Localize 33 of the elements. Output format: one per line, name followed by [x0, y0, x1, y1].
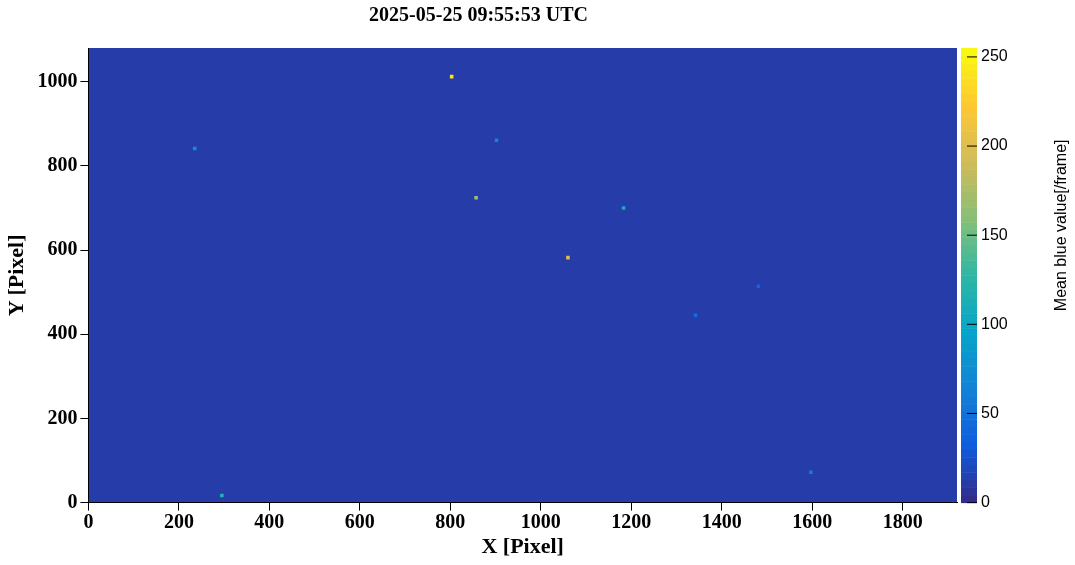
- y-tick-label: 600: [47, 237, 78, 260]
- color-bar-label: 0: [981, 493, 990, 511]
- y-tick-label: 200: [47, 405, 78, 428]
- x-tick-label: 1400: [701, 509, 742, 532]
- x-tick-label: 200: [163, 509, 194, 532]
- y-axis-title: Y [Pixel]: [2, 234, 28, 317]
- point: [474, 196, 478, 200]
- x-tick-label: 1800: [882, 509, 923, 532]
- color-bar-title: Mean blue value[/frame]: [1052, 139, 1070, 312]
- x-tick-label: 1200: [611, 509, 652, 532]
- y-tick-label: 800: [47, 153, 78, 176]
- color-bar-label: 150: [981, 225, 1008, 243]
- color-bar-label: 250: [981, 47, 1008, 65]
- point: [756, 284, 761, 289]
- point: [494, 138, 499, 142]
- point: [621, 206, 626, 210]
- point: [220, 493, 224, 498]
- chart-title: 2025-05-25 09:55:53 UTC: [369, 3, 588, 26]
- x-tick-label: 1000: [520, 509, 561, 532]
- color-bar-label: 100: [981, 314, 1008, 332]
- x-tick-label: 1600: [792, 509, 833, 532]
- point: [809, 470, 813, 475]
- y-tick-label: 0: [67, 489, 78, 512]
- color-bar-label: 50: [981, 403, 999, 421]
- x-tick-label: 0: [83, 509, 94, 532]
- y-tick-label: 1000: [37, 68, 78, 91]
- x-tick-label: 400: [254, 509, 285, 532]
- x-tick-label: 800: [435, 509, 466, 532]
- x-axis-title: X [Pixel]: [481, 533, 564, 559]
- color-bar-label: 200: [981, 136, 1008, 154]
- y-tick-label: 400: [47, 321, 78, 344]
- x-tick-label: 600: [344, 509, 375, 532]
- point: [566, 255, 570, 260]
